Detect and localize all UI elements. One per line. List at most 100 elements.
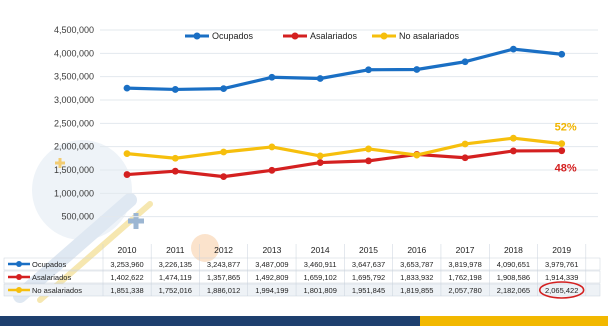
data-point bbox=[171, 86, 179, 93]
data-label: 3,243,877 bbox=[207, 260, 240, 269]
data-label: 3,819,978 bbox=[448, 260, 481, 269]
category-label: 2017 bbox=[456, 245, 475, 255]
category-label: 2018 bbox=[504, 245, 523, 255]
data-point bbox=[461, 58, 469, 66]
data-label: 3,226,135 bbox=[159, 260, 192, 269]
data-label: 1,762,198 bbox=[448, 273, 481, 282]
data-point bbox=[316, 75, 324, 82]
data-point bbox=[558, 140, 566, 148]
data-label: 1,908,586 bbox=[497, 273, 530, 282]
data-point bbox=[123, 171, 131, 178]
y-tick-label: 3,500,000 bbox=[54, 72, 94, 82]
data-label: 1,833,932 bbox=[400, 273, 433, 282]
data-label: 3,979,761 bbox=[545, 260, 578, 269]
data-label: 1,659,102 bbox=[304, 273, 337, 282]
y-tick-label: 500,000 bbox=[61, 212, 94, 222]
row-legend-marker bbox=[16, 261, 22, 267]
decorative-circle bbox=[191, 234, 219, 262]
data-point bbox=[510, 134, 517, 142]
data-point bbox=[365, 157, 372, 165]
plus-icon bbox=[55, 158, 65, 168]
data-label: 1,474,119 bbox=[159, 273, 192, 282]
y-tick-label: 4,500,000 bbox=[54, 25, 94, 35]
data-label: 1,994,199 bbox=[255, 286, 288, 295]
row-label: Asalariados bbox=[32, 273, 71, 282]
series-line bbox=[125, 47, 564, 92]
data-point bbox=[461, 154, 469, 162]
data-label: 3,653,787 bbox=[400, 260, 433, 269]
annotation-label: 52% bbox=[555, 122, 577, 134]
y-tick-label: 4,000,000 bbox=[54, 48, 94, 58]
series-line bbox=[125, 136, 564, 160]
category-label: 2013 bbox=[262, 245, 281, 255]
data-label: 1,357,865 bbox=[207, 273, 240, 282]
data-point bbox=[268, 143, 276, 151]
data-point bbox=[220, 148, 228, 156]
data-point bbox=[413, 66, 421, 73]
data-point bbox=[171, 167, 179, 175]
row-label: No asalariados bbox=[32, 286, 82, 295]
data-label: 3,253,960 bbox=[110, 260, 143, 269]
y-tick-label: 1,500,000 bbox=[54, 165, 94, 175]
category-label: 2015 bbox=[359, 245, 378, 255]
data-table: 2010 2011 2012 2013 2014 2015 2016 2017 2018 2019… bbox=[3, 244, 601, 299]
legend-label: Ocupados bbox=[212, 31, 254, 41]
annotation-label: 48% bbox=[555, 163, 577, 175]
legend-label: No asalariados bbox=[399, 31, 460, 41]
data-point bbox=[316, 159, 324, 166]
data-label: 1,402,622 bbox=[110, 273, 143, 282]
legend-item: Asalariados bbox=[283, 31, 358, 41]
bottom-bar bbox=[0, 316, 608, 326]
category-label: 2011 bbox=[166, 245, 185, 255]
series-lines bbox=[123, 45, 566, 181]
data-point bbox=[268, 166, 276, 174]
data-point bbox=[123, 84, 131, 92]
data-label: 1,951,845 bbox=[352, 286, 385, 295]
data-label: 3,460,911 bbox=[304, 260, 337, 269]
series-line bbox=[125, 149, 564, 179]
data-label: 3,487,009 bbox=[255, 260, 288, 269]
data-point bbox=[461, 140, 469, 148]
data-point bbox=[510, 147, 517, 155]
annotations: 52% 48% bbox=[555, 122, 577, 175]
category-label: 2019 bbox=[552, 245, 571, 255]
legend-item: No asalariados bbox=[372, 31, 460, 41]
highlight-circle bbox=[538, 281, 585, 299]
legend-label: Asalariados bbox=[310, 31, 358, 41]
data-label: 2,057,780 bbox=[448, 286, 481, 295]
y-axis: 500,000 1,000,000 1,500,000 2,000,000 2,500,… bbox=[54, 25, 94, 222]
category-label: 2016 bbox=[407, 245, 426, 255]
data-point bbox=[413, 151, 421, 159]
data-label: 1,914,339 bbox=[545, 273, 578, 282]
data-label: 1,801,809 bbox=[304, 286, 337, 295]
data-label: 1,819,855 bbox=[400, 286, 433, 295]
table-row bbox=[3, 257, 601, 271]
bottom-bar-accent bbox=[420, 316, 608, 326]
y-tick-label: 2,500,000 bbox=[54, 118, 94, 128]
legend-marker bbox=[291, 32, 299, 40]
row-legend-marker bbox=[16, 287, 22, 293]
data-label: 1,752,016 bbox=[159, 286, 192, 295]
data-label: 1,886,012 bbox=[207, 286, 240, 295]
data-label: 2,065,422 bbox=[545, 286, 578, 295]
data-point bbox=[365, 145, 372, 153]
data-point bbox=[268, 73, 276, 81]
data-label: 1,851,338 bbox=[110, 286, 143, 295]
y-tick-label: 3,000,000 bbox=[54, 95, 94, 105]
legend-item: Ocupados bbox=[185, 31, 254, 41]
data-point bbox=[123, 150, 131, 158]
data-point bbox=[220, 173, 228, 181]
legend-marker bbox=[380, 32, 388, 40]
decorative-stripe bbox=[13, 193, 137, 303]
table-row bbox=[3, 270, 601, 284]
y-tick-label: 1,000,000 bbox=[54, 188, 94, 198]
grid bbox=[100, 29, 598, 218]
data-point bbox=[220, 85, 228, 93]
data-label: 1,492,809 bbox=[255, 273, 288, 282]
y-tick-label: 2,000,000 bbox=[54, 142, 94, 152]
data-label: 2,182,065 bbox=[497, 286, 530, 295]
row-legend-marker bbox=[16, 274, 22, 280]
data-label: 4,090,651 bbox=[497, 260, 530, 269]
legend-marker bbox=[193, 32, 201, 40]
